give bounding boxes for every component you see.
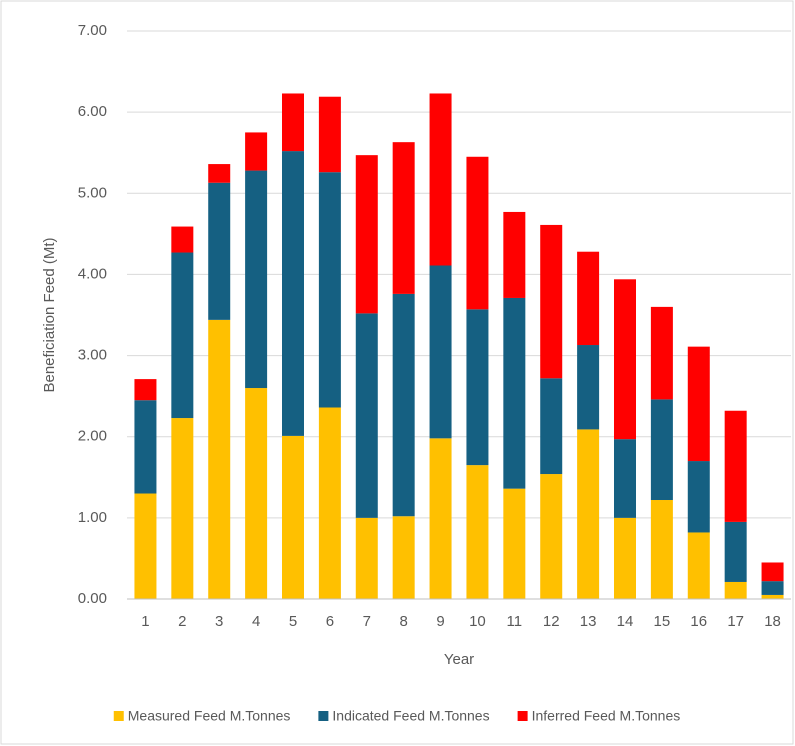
bar-segment — [318, 96, 341, 173]
bar-segment — [134, 379, 157, 401]
bar-segment — [650, 399, 673, 501]
bar-segment — [687, 532, 710, 599]
bar-segment — [577, 429, 600, 599]
bar-segment — [171, 226, 194, 253]
bar-segment — [540, 224, 563, 379]
x-tick-label: 10 — [469, 613, 486, 630]
bar-segment — [503, 488, 526, 599]
bar-segment — [245, 132, 268, 171]
bar-segment — [392, 516, 415, 599]
bar-segment — [429, 93, 452, 266]
bar-segment — [318, 407, 341, 599]
bar-segment — [282, 435, 304, 599]
bar-segment — [318, 172, 341, 408]
y-tick-label: 2.00 — [78, 428, 107, 445]
bar-segment — [761, 594, 784, 599]
x-tick-label: 12 — [543, 613, 560, 630]
x-tick-label: 18 — [764, 613, 781, 630]
x-tick-label: 8 — [399, 613, 407, 630]
bar-segment — [687, 461, 710, 533]
x-axis-label: Year — [444, 651, 474, 668]
bar-segment — [724, 581, 747, 599]
bar-segment — [761, 562, 784, 582]
bar-segment — [355, 517, 378, 599]
legend-label: Inferred Feed M.Tonnes — [532, 708, 681, 724]
x-tick-label: 11 — [507, 613, 523, 630]
bar-segment — [282, 93, 304, 152]
legend-label: Indicated Feed M.Tonnes — [332, 708, 489, 724]
x-tick-label: 4 — [252, 613, 260, 630]
bar-segment — [503, 297, 526, 489]
bar-segment — [282, 151, 304, 436]
x-tick-label: 5 — [289, 613, 297, 630]
y-tick-label: 1.00 — [78, 509, 107, 526]
bar-segment — [466, 465, 489, 599]
x-tick-label: 6 — [326, 613, 334, 630]
x-tick-label: 7 — [363, 613, 371, 630]
bar-segment — [355, 155, 378, 314]
bar-segment — [650, 500, 673, 599]
bar-segment — [355, 313, 378, 518]
bar-segment — [208, 164, 231, 183]
y-tick-label: 0.00 — [78, 590, 107, 607]
bar-segment — [650, 306, 673, 400]
x-tick-label: 17 — [727, 613, 744, 630]
bar-segment — [540, 474, 563, 599]
bar-segment — [392, 142, 415, 294]
bar-segment — [614, 279, 636, 440]
y-tick-label: 3.00 — [78, 347, 107, 364]
bar-segment — [429, 438, 452, 599]
x-tick-label: 1 — [141, 613, 149, 630]
bar-segment — [540, 378, 563, 475]
bar-segment — [245, 170, 268, 389]
y-tick-label: 5.00 — [78, 184, 107, 201]
bar-segment — [208, 319, 231, 599]
bar-segment — [577, 345, 600, 430]
bar-segment — [171, 252, 194, 419]
bar-segment — [392, 293, 415, 517]
legend-swatch — [318, 711, 329, 721]
y-tick-label: 4.00 — [78, 265, 107, 282]
bar-segment — [724, 521, 747, 582]
y-axis-label: Beneficiation Feed (Mt) — [41, 237, 58, 392]
bar-segment — [614, 517, 636, 599]
bar-segment — [687, 346, 710, 462]
bar-segment — [134, 400, 157, 494]
bar-segment — [503, 211, 526, 298]
x-tick-label: 3 — [215, 613, 223, 630]
x-tick-label: 14 — [617, 613, 634, 630]
x-tick-label: 9 — [436, 613, 444, 630]
bar-segment — [208, 182, 231, 320]
y-tick-label: 7.00 — [78, 22, 107, 39]
bar-segment — [466, 156, 489, 310]
bar-segment — [245, 388, 268, 599]
y-tick-label: 6.00 — [78, 103, 107, 120]
bar-segment — [577, 251, 600, 346]
bar-segment — [724, 410, 747, 522]
legend-swatch — [113, 711, 124, 721]
x-tick-label: 15 — [654, 613, 671, 630]
x-tick-label: 13 — [580, 613, 597, 630]
bar-segment — [761, 581, 784, 595]
bar-segment — [614, 439, 636, 518]
x-tick-label: 16 — [690, 613, 707, 630]
legend-swatch — [517, 711, 528, 721]
bar-segment — [134, 493, 157, 599]
bar-segment — [466, 309, 489, 466]
x-tick-label: 2 — [178, 613, 186, 630]
legend-label: Measured Feed M.Tonnes — [128, 708, 291, 724]
bar-segment — [429, 265, 452, 439]
bar-segment — [171, 418, 194, 599]
